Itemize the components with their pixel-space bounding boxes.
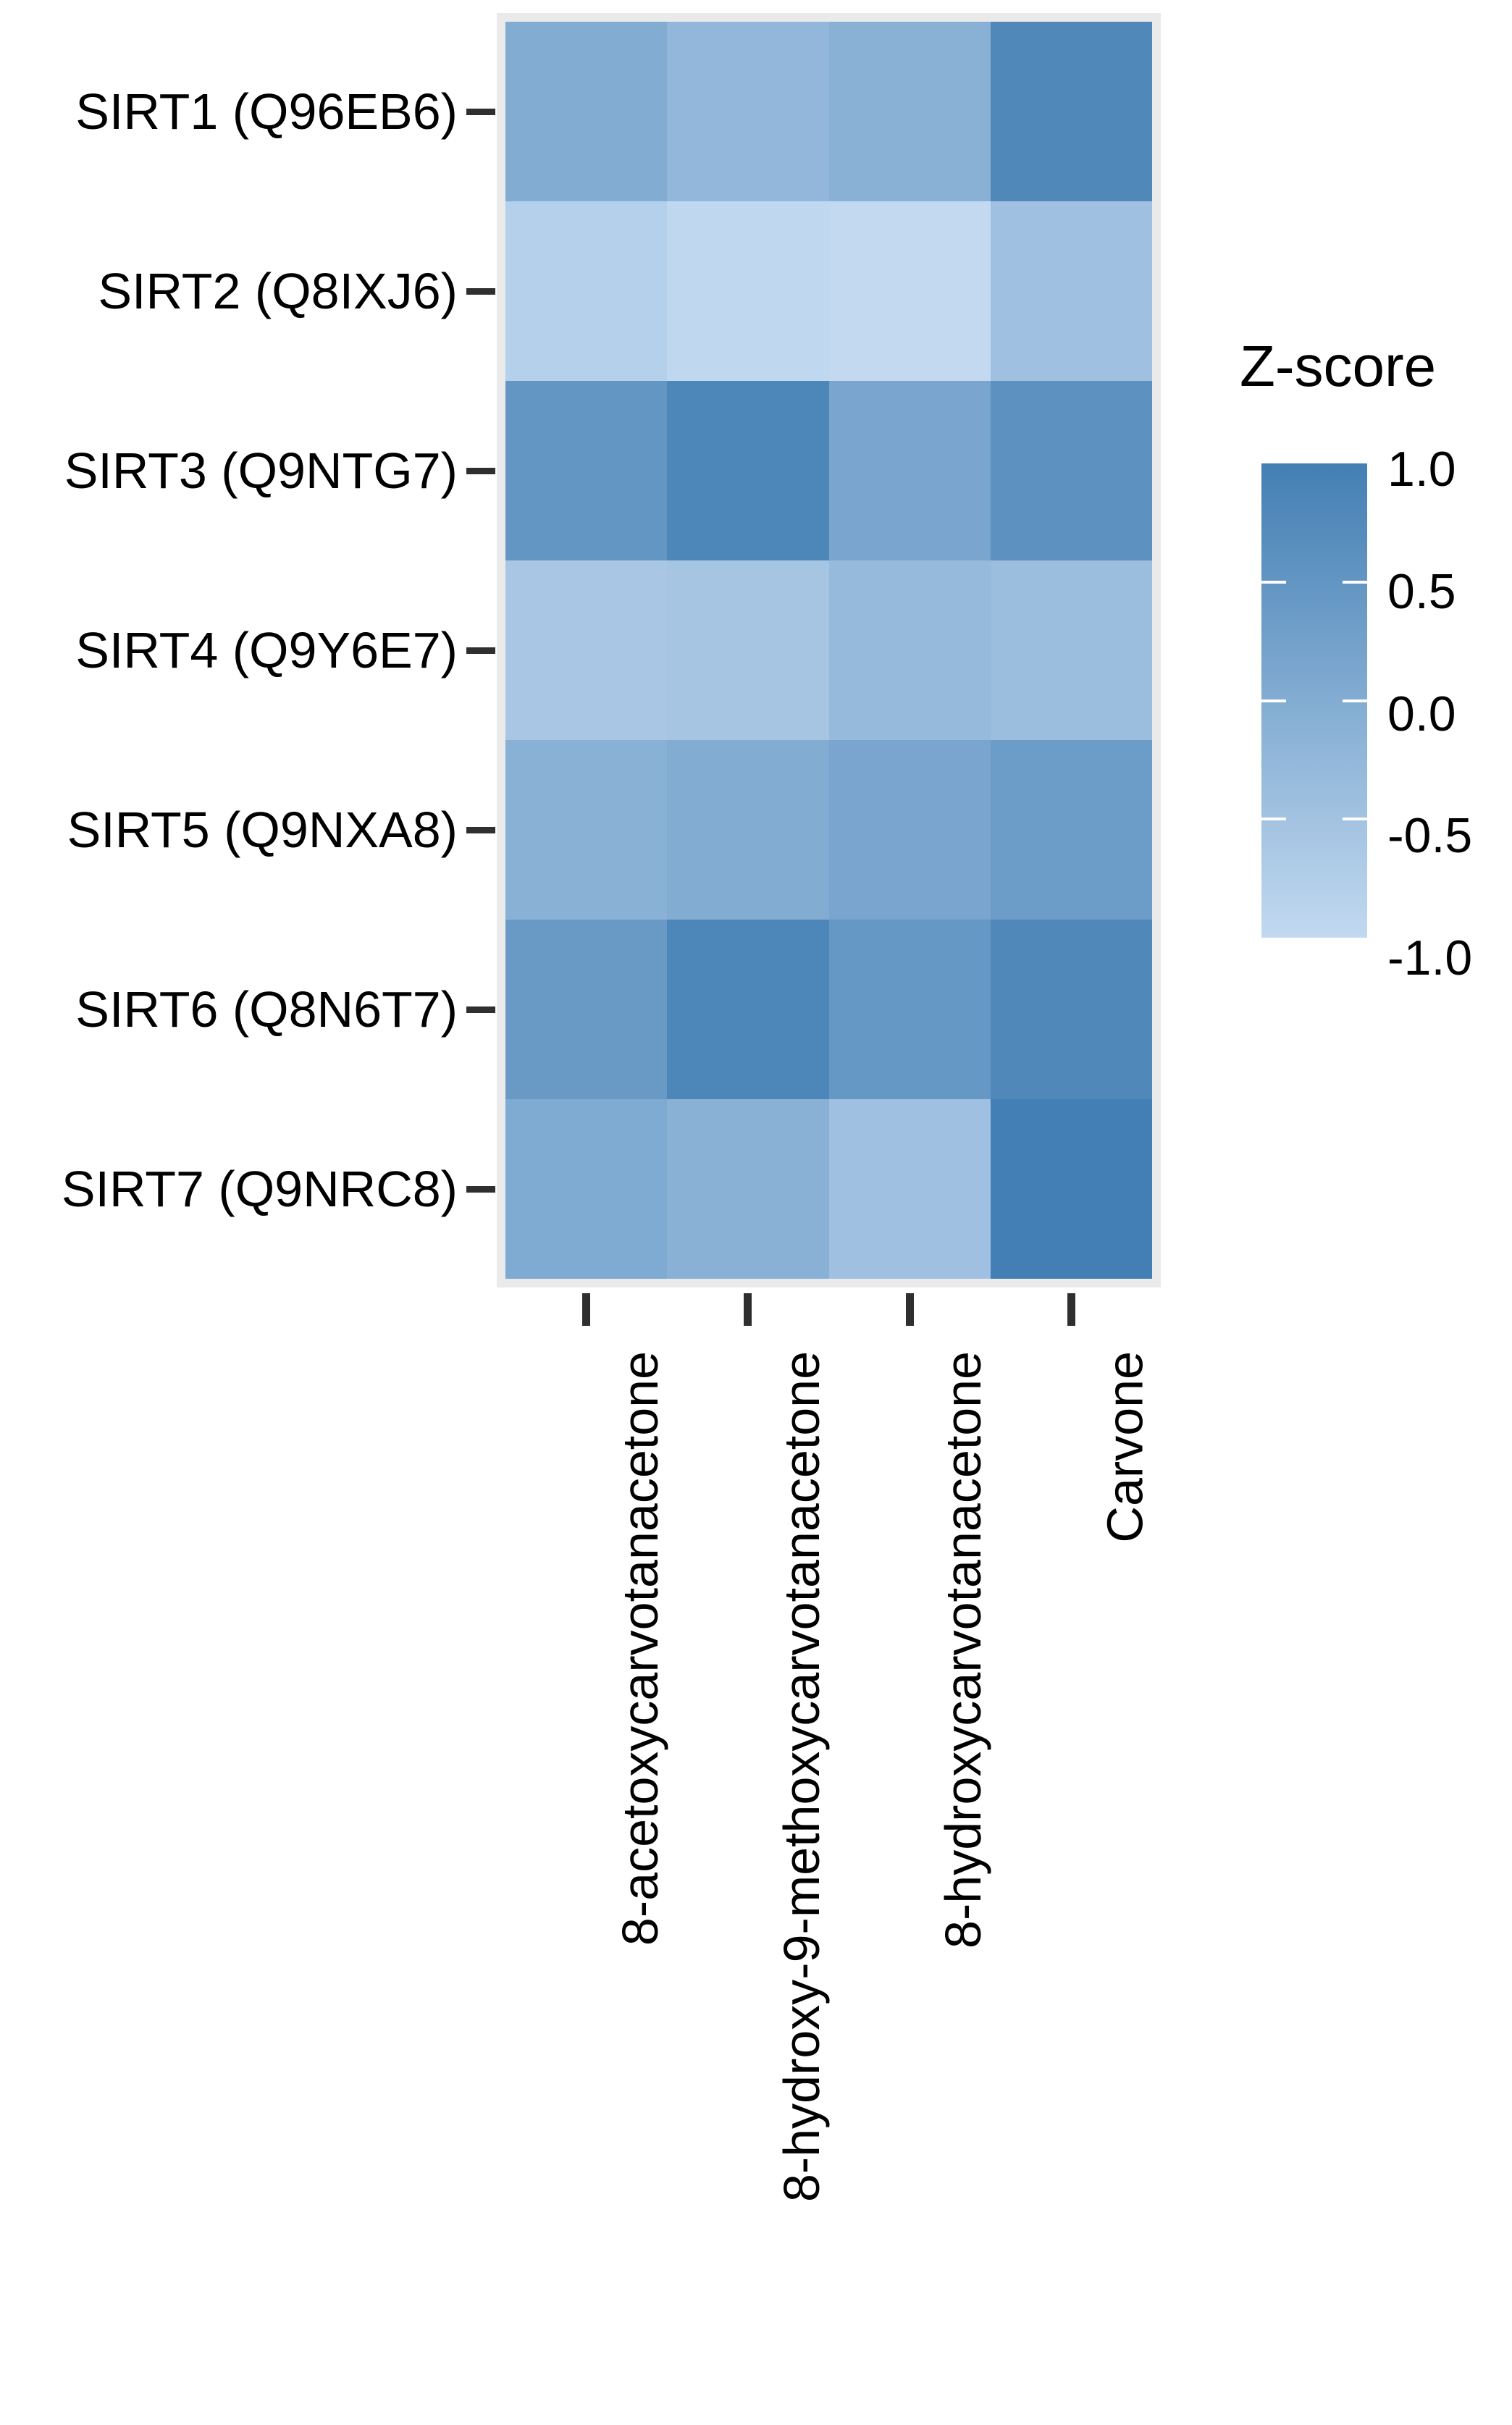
heatmap-cell — [505, 1099, 668, 1279]
heatmap-cell — [667, 22, 829, 201]
heatmap-cell — [505, 381, 668, 560]
y-axis-label: SIRT6 (Q8N6T7) — [75, 981, 458, 1038]
heatmap-panel — [497, 13, 1161, 1287]
heatmap-cell — [990, 381, 1152, 560]
heatmap-cell — [505, 22, 668, 201]
heatmap-cell — [667, 560, 829, 740]
legend-tick-mark — [1261, 699, 1286, 702]
heatmap-cell — [990, 22, 1152, 201]
y-axis-label: SIRT4 (Q9Y6E7) — [75, 622, 458, 678]
heatmap-cell — [828, 740, 991, 920]
heatmap-cell — [505, 201, 668, 381]
heatmap-cell — [990, 1099, 1152, 1279]
heatmap-cell — [505, 740, 668, 920]
heatmap-cell — [990, 920, 1152, 1099]
x-axis-tick — [744, 1293, 752, 1326]
x-axis-label: Carvone — [1096, 1351, 1154, 1543]
y-axis-tick — [466, 1006, 495, 1013]
x-axis-tick — [1067, 1293, 1075, 1326]
heatmap-cell — [828, 22, 991, 201]
heatmap-cell — [990, 201, 1152, 381]
y-axis-tick — [466, 1185, 495, 1193]
heatmap-cell — [667, 201, 829, 381]
heatmap-cell — [667, 920, 829, 1099]
y-axis-tick — [466, 287, 495, 295]
heatmap-cell — [828, 920, 991, 1099]
y-axis-label: SIRT3 (Q9NTG7) — [64, 442, 458, 499]
legend-tick-label: -0.5 — [1387, 808, 1473, 864]
heatmap-cell — [505, 560, 668, 740]
y-axis-label: SIRT5 (Q9NXA8) — [67, 802, 458, 858]
legend-tick-mark — [1343, 699, 1367, 702]
y-axis-label: SIRT7 (Q9NRC8) — [61, 1161, 458, 1217]
legend-title: Z-score — [1240, 334, 1437, 398]
heatmap-cell — [828, 1099, 991, 1279]
x-axis-tick — [582, 1293, 591, 1326]
legend-tick-label: 1.0 — [1387, 442, 1456, 497]
heatmap-cell — [828, 560, 991, 740]
legend-tick-mark — [1343, 580, 1367, 584]
legend-tick-mark — [1261, 818, 1286, 821]
heatmap-cell — [667, 740, 829, 920]
heatmap-cell — [667, 1099, 829, 1279]
y-axis-tick — [466, 108, 495, 115]
heatmap-cells-grid — [505, 22, 1152, 1279]
x-axis-label: 8-acetoxycarvotanacetone — [611, 1351, 668, 1946]
heatmap-cell — [505, 920, 668, 1099]
heatmap-cell — [828, 201, 991, 381]
y-axis-tick — [466, 826, 495, 833]
x-axis-label: 8-hydroxycarvotanacetone — [935, 1351, 992, 1949]
y-axis-tick — [466, 647, 495, 654]
heatmap-cell — [667, 381, 829, 560]
heatmap-cell — [990, 560, 1152, 740]
heatmap-cell — [990, 740, 1152, 920]
x-axis-tick — [905, 1293, 914, 1326]
x-axis-label: 8-hydroxy-9-methoxycarvotanacetone — [773, 1351, 830, 2203]
y-axis-tick — [466, 467, 495, 474]
y-axis-label: SIRT1 (Q96EB6) — [75, 83, 458, 140]
y-axis-label: SIRT2 (Q8IXJ6) — [98, 263, 458, 319]
legend-tick-label: 0.5 — [1387, 563, 1456, 619]
heatmap-cell — [828, 381, 991, 560]
legend-tick-label: 0.0 — [1387, 686, 1456, 741]
legend-tick-mark — [1261, 580, 1286, 584]
legend-tick-label: -1.0 — [1387, 930, 1473, 985]
legend-tick-mark — [1343, 818, 1367, 821]
